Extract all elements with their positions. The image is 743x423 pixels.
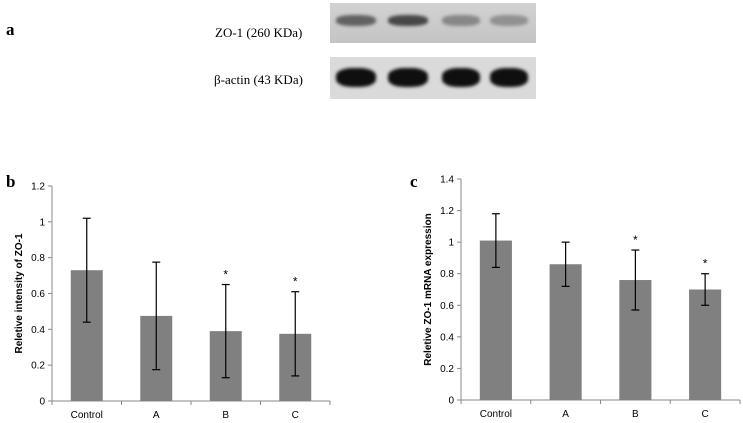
zo1-band [388, 15, 428, 26]
actin-band [336, 68, 376, 87]
panel-letter-a: a [6, 20, 15, 39]
y-tick-label: 0.2 [440, 364, 454, 375]
y-tick-label: 1 [448, 238, 454, 249]
chart-b: Reletive intensity of ZO-1 0 0.2 0.4 0.6 0.8 1… [14, 182, 331, 420]
x-tick-label: A [153, 410, 160, 420]
y-tick-label: 1.4 [440, 175, 454, 186]
x-tick-label: Control [71, 410, 103, 420]
actin-blot-label: β-actin (43 KDa) [214, 72, 303, 87]
actin-blot-strip [330, 57, 536, 99]
y-tick-label: 0.2 [31, 361, 45, 372]
x-tick-label: C [702, 409, 709, 420]
bar [689, 289, 722, 400]
panel-letter-b: b [6, 172, 16, 191]
y-axis-label: Reletive ZO-1 mRNA expression [423, 213, 434, 365]
chart-c: Reletive ZO-1 mRNA expression 0 0.2 0.4 0.6 0… [423, 175, 741, 420]
zo1-blot-label: ZO-1 (260 KDa) [215, 25, 303, 40]
actin-band [388, 68, 428, 87]
y-tick-label: 0.6 [440, 301, 454, 312]
x-tick-label: B [632, 409, 639, 420]
x-tick-label: Control [480, 409, 512, 420]
significance-marker: * [703, 257, 708, 271]
y-tick-label: 0 [448, 396, 454, 407]
y-tick-label: 0.8 [440, 269, 454, 280]
y-tick-label: 0.6 [31, 289, 45, 300]
zo1-blot-strip [330, 3, 536, 43]
zo1-band [336, 15, 376, 26]
x-tick-label: B [222, 410, 229, 420]
y-tick-label: 0.4 [31, 325, 45, 336]
significance-marker: * [293, 275, 298, 289]
x-tick-label: A [562, 409, 569, 420]
y-tick-label: 0.4 [440, 332, 454, 343]
zo1-band [490, 15, 528, 26]
y-tick-label: 1.2 [440, 206, 454, 217]
actin-band [490, 68, 528, 87]
actin-band [442, 68, 480, 87]
y-tick-label: 0 [39, 397, 45, 408]
panel-letter-c: c [410, 172, 418, 191]
y-tick-label: 1 [39, 217, 45, 228]
y-tick-label: 1.2 [31, 182, 45, 193]
x-tick-label: C [292, 410, 299, 420]
y-axis-label: Reletive intensity of ZO-1 [14, 233, 25, 353]
significance-marker: * [223, 268, 228, 282]
y-tick-label: 0.8 [31, 253, 45, 264]
significance-marker: * [633, 233, 638, 247]
zo1-band [442, 15, 480, 26]
